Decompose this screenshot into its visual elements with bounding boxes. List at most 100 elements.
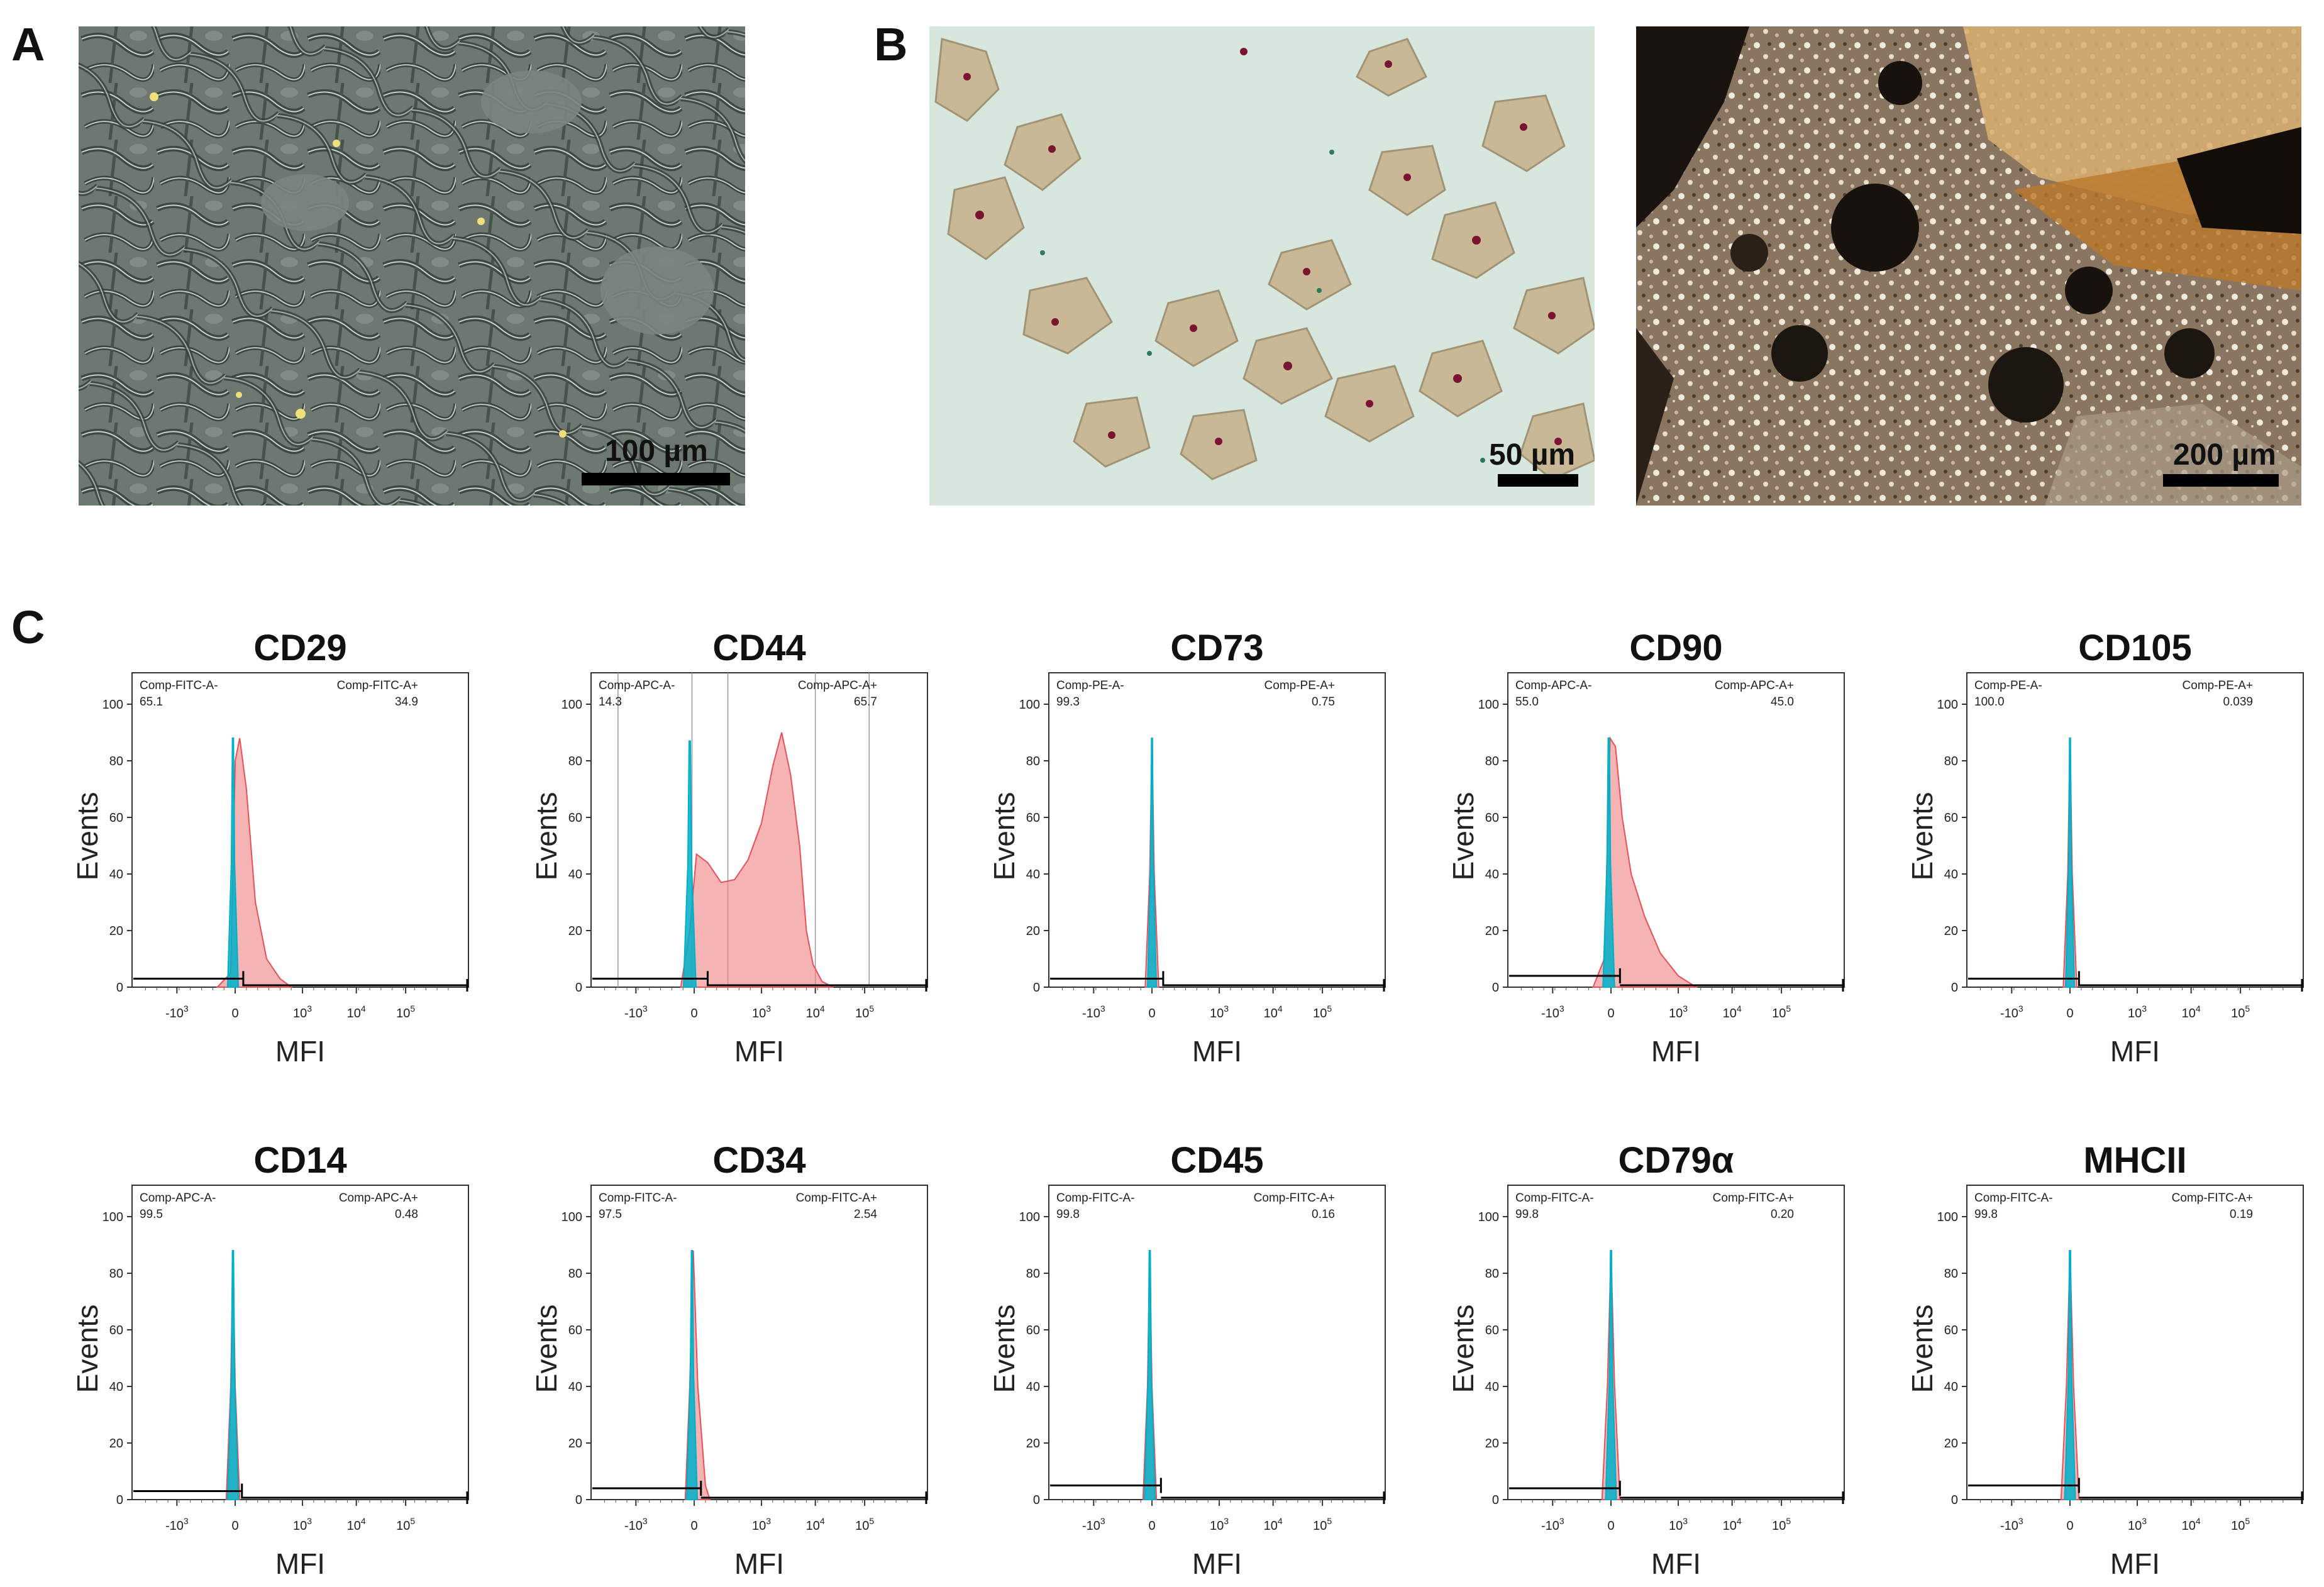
- x-tick-label: 103: [1669, 1004, 1688, 1020]
- y-tick-label: 100: [1019, 1210, 1040, 1224]
- plot-frame: [1048, 1185, 1386, 1500]
- gate-positive-value: 0.20: [1771, 1208, 1794, 1221]
- x-tick-label: 103: [293, 1516, 312, 1533]
- histogram-title: CD73: [1170, 628, 1263, 668]
- y-tick-label: 60: [568, 811, 582, 825]
- y-tick-label: 20: [1944, 924, 1958, 938]
- x-tick-label: -103: [1541, 1516, 1564, 1533]
- gate-positive-label: Comp-PE-A+: [1264, 679, 1335, 692]
- x-tick-label: -103: [1082, 1516, 1105, 1533]
- x-tick-label: 105: [1313, 1004, 1332, 1020]
- isotype-histogram: [2064, 1250, 2076, 1500]
- y-tick-label: 80: [109, 755, 123, 768]
- y-tick-label: 100: [102, 1210, 123, 1224]
- histogram-title: CD45: [1170, 1140, 1263, 1181]
- gate-positive-value: 2.54: [854, 1208, 877, 1221]
- y-tick-label: 0: [1951, 1493, 1958, 1507]
- gate-negative-label: Comp-APC-A-: [1515, 679, 1591, 692]
- gate-positive-value: 0.039: [2223, 695, 2253, 709]
- gate-negative-label: Comp-FITC-A-: [1515, 1192, 1594, 1205]
- histogram-cd34: CD34 0 20 40 60 80 100 -103 0 103 104 105 MFI Events C…: [530, 1140, 928, 1580]
- x-tick-label: 0: [1149, 1007, 1156, 1020]
- x-tick-label: 0: [1608, 1519, 1615, 1533]
- x-tick-label: 105: [855, 1004, 874, 1020]
- gate-positive-label: Comp-APC-A+: [798, 679, 877, 692]
- y-tick-label: 20: [1026, 924, 1040, 938]
- y-tick-label: 60: [109, 811, 123, 825]
- gate-positive-value: 0.16: [1312, 1208, 1335, 1221]
- x-tick-label: 104: [2182, 1516, 2201, 1533]
- x-tick-label: 0: [232, 1519, 239, 1533]
- gate-positive-label: Comp-APC-A+: [339, 1192, 418, 1205]
- x-tick-label: 104: [2182, 1004, 2201, 1020]
- y-tick-label: 40: [568, 868, 582, 882]
- y-tick-label: 80: [568, 755, 582, 768]
- gate-negative-value: 99.8: [1056, 1208, 1080, 1221]
- y-tick-label: 100: [1019, 698, 1040, 712]
- gate-positive-value: 34.9: [395, 695, 418, 709]
- micrograph-a-image: [79, 26, 745, 506]
- y-tick-label: 0: [116, 981, 123, 995]
- y-tick-label: 80: [1944, 755, 1958, 768]
- scale-label-a: 100 µm: [605, 434, 708, 468]
- y-axis-label: Events: [1447, 792, 1480, 881]
- y-axis-label: Events: [1447, 1305, 1480, 1393]
- x-tick-label: -103: [2000, 1004, 2023, 1020]
- y-tick-label: 0: [1492, 1493, 1499, 1507]
- x-axis-label: MFI: [1192, 1035, 1242, 1068]
- y-tick-label: 40: [1485, 868, 1499, 882]
- y-tick-label: 100: [562, 698, 582, 712]
- plot-frame: [590, 672, 928, 988]
- y-tick-label: 60: [1944, 811, 1958, 825]
- y-tick-label: 0: [1951, 981, 1958, 995]
- micrograph-a-phase-contrast: [79, 26, 745, 506]
- x-tick-label: 0: [232, 1007, 239, 1020]
- x-tick-label: 105: [396, 1516, 415, 1533]
- x-tick-label: 104: [806, 1004, 825, 1020]
- y-tick-label: 0: [1492, 981, 1499, 995]
- y-tick-label: 80: [1944, 1267, 1958, 1281]
- x-axis-label: MFI: [1651, 1547, 1701, 1580]
- x-tick-label: -103: [1541, 1004, 1564, 1020]
- histogram-cd79α: CD79α 0 20 40 60 80 100 -103 0 103 104 105 MFI Events…: [1447, 1140, 1845, 1580]
- y-tick-label: 20: [1026, 1437, 1040, 1451]
- y-tick-label: 60: [109, 1324, 123, 1337]
- micrograph-b-dark-field: [1636, 26, 2301, 506]
- x-tick-label: 105: [855, 1516, 874, 1533]
- y-tick-label: 20: [1485, 924, 1499, 938]
- scale-bar-b-left: [1498, 474, 1578, 487]
- y-tick-label: 100: [1478, 1210, 1499, 1224]
- histogram-cd29: CD29 0 20 40 60 80 100 -103 0 103 104 105 MFI Events C…: [71, 628, 469, 1068]
- gate-positive-value: 65.7: [854, 695, 877, 709]
- y-axis-label: Events: [1906, 792, 1939, 881]
- x-tick-label: 103: [2128, 1516, 2147, 1533]
- x-tick-label: -103: [2000, 1516, 2023, 1533]
- gate-negative-label: Comp-FITC-A-: [1974, 1192, 2053, 1205]
- y-tick-label: 80: [1485, 1267, 1499, 1281]
- isotype-histogram: [682, 740, 697, 988]
- y-tick-label: 80: [109, 1267, 123, 1281]
- panel-letter-a: A: [11, 18, 45, 70]
- x-axis-label: MFI: [734, 1547, 784, 1580]
- x-tick-label: 103: [752, 1004, 771, 1020]
- x-tick-label: 105: [1313, 1516, 1332, 1533]
- gate-positive-label: Comp-FITC-A+: [1713, 1192, 1794, 1205]
- y-tick-label: 0: [1033, 981, 1040, 995]
- gate-negative-label: Comp-PE-A-: [1974, 679, 2042, 692]
- y-tick-label: 20: [109, 1437, 123, 1451]
- y-tick-label: 40: [1485, 1380, 1499, 1394]
- histogram-cd73: CD73 0 20 40 60 80 100 -103 0 103 104 105 MFI Events C…: [988, 628, 1386, 1068]
- histogram-title: CD90: [1629, 628, 1722, 668]
- histogram-title: CD29: [253, 628, 346, 668]
- gate-positive-value: 0.19: [2230, 1208, 2253, 1221]
- gate-negative-label: Comp-FITC-A-: [1056, 1192, 1135, 1205]
- histogram-cd44: CD44 0 20 40 60 80 100 -103 0 103 104 105 MFI Events C…: [530, 628, 928, 1068]
- scale-label-b-left: 50 µm: [1489, 438, 1576, 472]
- y-tick-label: 20: [1944, 1437, 1958, 1451]
- plot-frame: [1048, 672, 1386, 988]
- y-tick-label: 80: [1026, 755, 1040, 768]
- gate-positive-label: Comp-FITC-A+: [796, 1192, 877, 1205]
- y-tick-label: 60: [568, 1324, 582, 1337]
- x-tick-label: 104: [1723, 1516, 1742, 1533]
- y-tick-label: 100: [1937, 698, 1958, 712]
